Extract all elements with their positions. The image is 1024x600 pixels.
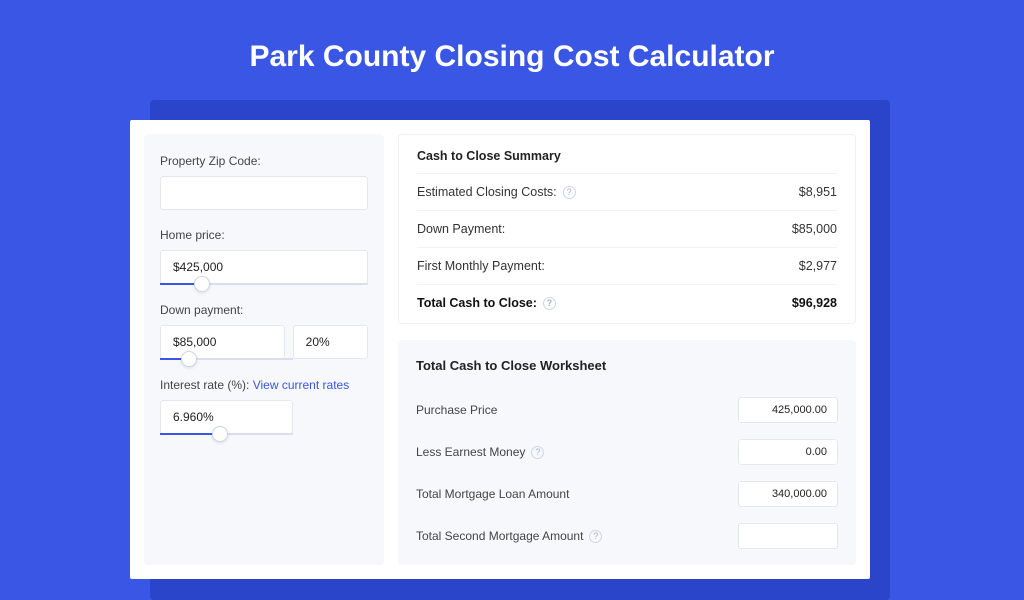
worksheet-label-text: Total Mortgage Loan Amount (416, 487, 569, 501)
home-price-label: Home price: (160, 228, 368, 242)
page-title: Park County Closing Cost Calculator (0, 0, 1024, 104)
results-panel: Cash to Close Summary Estimated Closing … (398, 134, 856, 565)
worksheet-row-earnest-money: Less Earnest Money ? (416, 431, 838, 473)
help-icon[interactable]: ? (589, 530, 602, 543)
home-price-slider[interactable] (160, 283, 368, 285)
summary-label-text: First Monthly Payment: (417, 259, 545, 273)
summary-value: $2,977 (799, 259, 837, 273)
summary-row-total: Total Cash to Close: ? $96,928 (417, 284, 837, 321)
worksheet-input-mortgage-amount[interactable] (738, 481, 838, 507)
home-price-input[interactable] (160, 250, 368, 284)
zip-field-group: Property Zip Code: (160, 154, 368, 210)
summary-total-value: $96,928 (792, 296, 837, 310)
home-price-field-group: Home price: (160, 228, 368, 285)
calculator-card: Property Zip Code: Home price: Down paym… (130, 120, 870, 579)
summary-box: Cash to Close Summary Estimated Closing … (398, 134, 856, 324)
help-icon[interactable]: ? (563, 186, 576, 199)
summary-value: $8,951 (799, 185, 837, 199)
worksheet-label-text: Less Earnest Money (416, 445, 525, 459)
slider-thumb-icon[interactable] (181, 351, 197, 367)
summary-row-first-payment: First Monthly Payment: $2,977 (417, 247, 837, 284)
inputs-panel: Property Zip Code: Home price: Down paym… (144, 134, 384, 565)
summary-row-down-payment: Down Payment: $85,000 (417, 210, 837, 247)
slider-thumb-icon[interactable] (212, 426, 228, 442)
summary-label-text: Estimated Closing Costs: (417, 185, 557, 199)
zip-label: Property Zip Code: (160, 154, 368, 168)
interest-slider[interactable] (160, 433, 293, 435)
worksheet-label-text: Purchase Price (416, 403, 497, 417)
down-payment-label: Down payment: (160, 303, 368, 317)
worksheet-title: Total Cash to Close Worksheet (416, 358, 838, 373)
down-payment-pct-input[interactable] (293, 325, 368, 359)
summary-title: Cash to Close Summary (417, 141, 837, 173)
worksheet-input-purchase-price[interactable] (738, 397, 838, 423)
interest-field-group: Interest rate (%): View current rates (160, 378, 368, 435)
slider-thumb-icon[interactable] (194, 276, 210, 292)
down-payment-input[interactable] (160, 325, 285, 359)
worksheet-row-mortgage-amount: Total Mortgage Loan Amount (416, 473, 838, 515)
worksheet-row-second-mortgage: Total Second Mortgage Amount ? (416, 515, 838, 557)
zip-input[interactable] (160, 176, 368, 210)
interest-label: Interest rate (%): View current rates (160, 378, 368, 392)
worksheet-input-earnest-money[interactable] (738, 439, 838, 465)
worksheet-row-purchase-price: Purchase Price (416, 389, 838, 431)
worksheet-input-second-mortgage[interactable] (738, 523, 838, 549)
help-icon[interactable]: ? (543, 297, 556, 310)
help-icon[interactable]: ? (531, 446, 544, 459)
summary-total-label: Total Cash to Close: (417, 296, 537, 310)
interest-label-text: Interest rate (%): (160, 378, 249, 392)
worksheet-box: Total Cash to Close Worksheet Purchase P… (398, 340, 856, 565)
down-payment-slider[interactable] (160, 358, 293, 360)
summary-value: $85,000 (792, 222, 837, 236)
summary-row-closing-costs: Estimated Closing Costs: ? $8,951 (417, 173, 837, 210)
down-payment-field-group: Down payment: (160, 303, 368, 360)
summary-label-text: Down Payment: (417, 222, 505, 236)
view-rates-link[interactable]: View current rates (253, 378, 350, 392)
worksheet-label-text: Total Second Mortgage Amount (416, 529, 583, 543)
